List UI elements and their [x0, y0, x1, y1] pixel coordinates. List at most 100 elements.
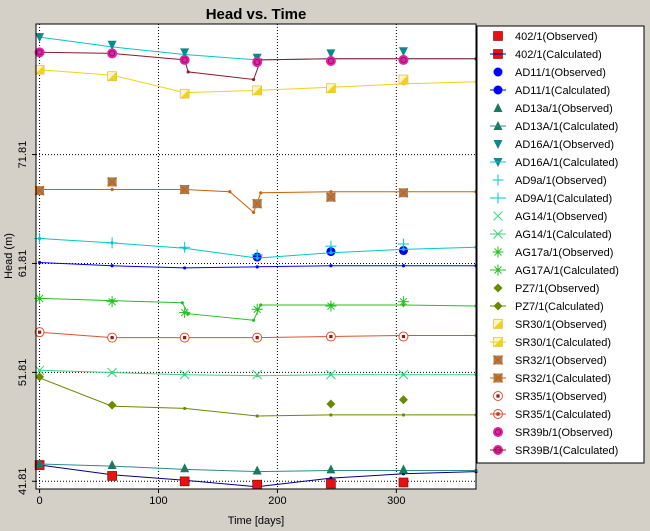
obs-point-sr39b-1	[179, 54, 190, 65]
calc-point-ad11-1	[255, 265, 259, 269]
series-layer	[34, 33, 478, 490]
obs-point-ad16a-1	[35, 33, 45, 43]
obs-point-pz7-1	[35, 372, 45, 382]
legend-item: AD16A/1(Observed)	[493, 139, 614, 151]
legend-label: SR39b/1(Observed)	[515, 427, 613, 439]
legend-label: AD9A/1(Calculated)	[515, 193, 612, 205]
legend-item: SR35/1(Calculated)	[490, 409, 611, 421]
obs-point-sr32-1	[179, 184, 190, 195]
obs-point-ad9a-1	[325, 240, 337, 252]
legend-marker	[493, 355, 503, 365]
legend-marker	[490, 85, 506, 95]
calc-point-ag17a-1	[259, 303, 263, 307]
legend-marker	[490, 301, 506, 311]
legend-label: AD13a/1(Observed)	[515, 103, 613, 115]
obs-point-ad13a-1	[107, 460, 117, 470]
obs-point-ag17a-1	[251, 303, 263, 315]
legend-item: PZ7/1(Calculated)	[490, 301, 604, 313]
obs-point-402-1	[107, 471, 117, 481]
obs-point-sr39b-1	[398, 54, 409, 65]
obs-point-sr39b-1	[107, 48, 118, 59]
obs-point-ad13a-1	[326, 464, 336, 474]
obs-point-pz7-1	[326, 399, 336, 409]
legend-label: PZ7/1(Observed)	[515, 283, 599, 295]
legend-marker	[490, 264, 506, 276]
calc-point-pz7-1	[255, 414, 259, 418]
obs-point-sr32-1	[325, 192, 336, 203]
obs-point-pz7-1	[398, 395, 408, 405]
legend-marker	[493, 427, 503, 437]
calc-point-ad11-1	[37, 260, 42, 265]
legend-marker	[493, 283, 503, 293]
obs-point-sr35-1	[398, 331, 409, 342]
legend-marker	[490, 49, 506, 59]
legend-item: AD13A/1(Calculated)	[490, 121, 618, 133]
legend-marker	[490, 192, 506, 204]
legend-label: AG14/1(Observed)	[515, 211, 607, 223]
legend-label: SR32/1(Observed)	[515, 355, 607, 367]
plot-frame	[35, 23, 477, 490]
obs-point-ag14-1	[107, 367, 117, 378]
legend-label: AD11/1(Calculated)	[515, 85, 610, 97]
calc-point-sr39b-1	[186, 70, 190, 74]
legend-item: 402/1(Observed)	[493, 31, 598, 43]
legend-label: AD11/1(Observed)	[515, 67, 606, 79]
x-tick-label: 0	[37, 495, 43, 507]
legend-marker	[490, 229, 506, 239]
legend-marker	[492, 246, 504, 258]
obs-point-ad9a-1	[397, 238, 409, 250]
calc-point-ag17a-1	[252, 318, 256, 322]
calc-point-pz7-1	[401, 413, 406, 417]
obs-point-ad9a-1	[106, 237, 118, 249]
obs-point-ad16a-1	[107, 40, 117, 50]
obs-point-sr30-1	[252, 85, 262, 96]
legend-item: AD9A/1(Calculated)	[490, 192, 612, 205]
legend-label: SR35/1(Calculated)	[515, 409, 611, 421]
obs-point-ad13a-1	[398, 464, 408, 474]
legend-item: SR30/1(Observed)	[493, 319, 607, 331]
legend-marker	[493, 31, 503, 41]
legend-label: 402/1(Observed)	[515, 31, 598, 43]
legend	[476, 25, 645, 464]
obs-point-sr32-1	[107, 176, 118, 187]
legend-marker	[493, 319, 503, 329]
obs-point-ad16a-1	[326, 49, 336, 59]
legend-marker	[493, 67, 503, 77]
obs-point-sr32-1	[34, 185, 45, 196]
obs-point-ad13a-1	[180, 463, 190, 473]
legend-item: AG14/1(Calculated)	[490, 229, 612, 241]
calc-point-pz7-1	[183, 406, 187, 411]
legend-label: 402/1(Calculated)	[515, 49, 602, 61]
legend-label: SR35/1(Observed)	[515, 391, 607, 403]
legend-marker	[490, 158, 506, 167]
calc-point-ad11-1	[183, 266, 187, 270]
obs-point-ad9a-1	[251, 249, 263, 261]
y-tick-label: 41.81	[17, 468, 29, 496]
chart-title: Head vs. Time	[206, 6, 307, 23]
y-axis-label: Head (m)	[3, 233, 15, 279]
calc-point-sr32-1	[228, 190, 232, 194]
obs-point-ag17a-1	[179, 307, 191, 319]
legend-item: AG17A/1(Calculated)	[490, 264, 619, 277]
legend-item: SR35/1(Observed)	[493, 391, 607, 403]
legend-item: SR39b/1(Observed)	[493, 427, 613, 439]
legend-item: AD13a/1(Observed)	[493, 103, 613, 115]
legend-marker	[490, 445, 506, 455]
obs-point-sr32-1	[252, 198, 263, 209]
legend-item: 402/1(Calculated)	[490, 49, 602, 61]
legend-label: AD16A/1(Calculated)	[515, 157, 618, 169]
obs-point-sr39b-1	[34, 47, 45, 58]
obs-point-402-1	[398, 477, 409, 488]
obs-point-ad9a-1	[179, 241, 191, 253]
legend-label: AG17A/1(Calculated)	[515, 265, 619, 277]
legend-item: AG14/1(Observed)	[493, 211, 607, 223]
legend-label: AG17a/1(Observed)	[515, 247, 613, 259]
legend-item: SR30/1(Calculated)	[490, 337, 611, 349]
legend-label: SR32/1(Calculated)	[515, 373, 611, 385]
obs-point-402-1	[252, 479, 262, 490]
legend-marker	[493, 391, 503, 401]
obs-point-ag17a-1	[397, 296, 409, 308]
legend-marker	[490, 373, 506, 383]
obs-point-ag14-1	[252, 369, 263, 380]
calc-point-pz7-1	[329, 413, 333, 417]
